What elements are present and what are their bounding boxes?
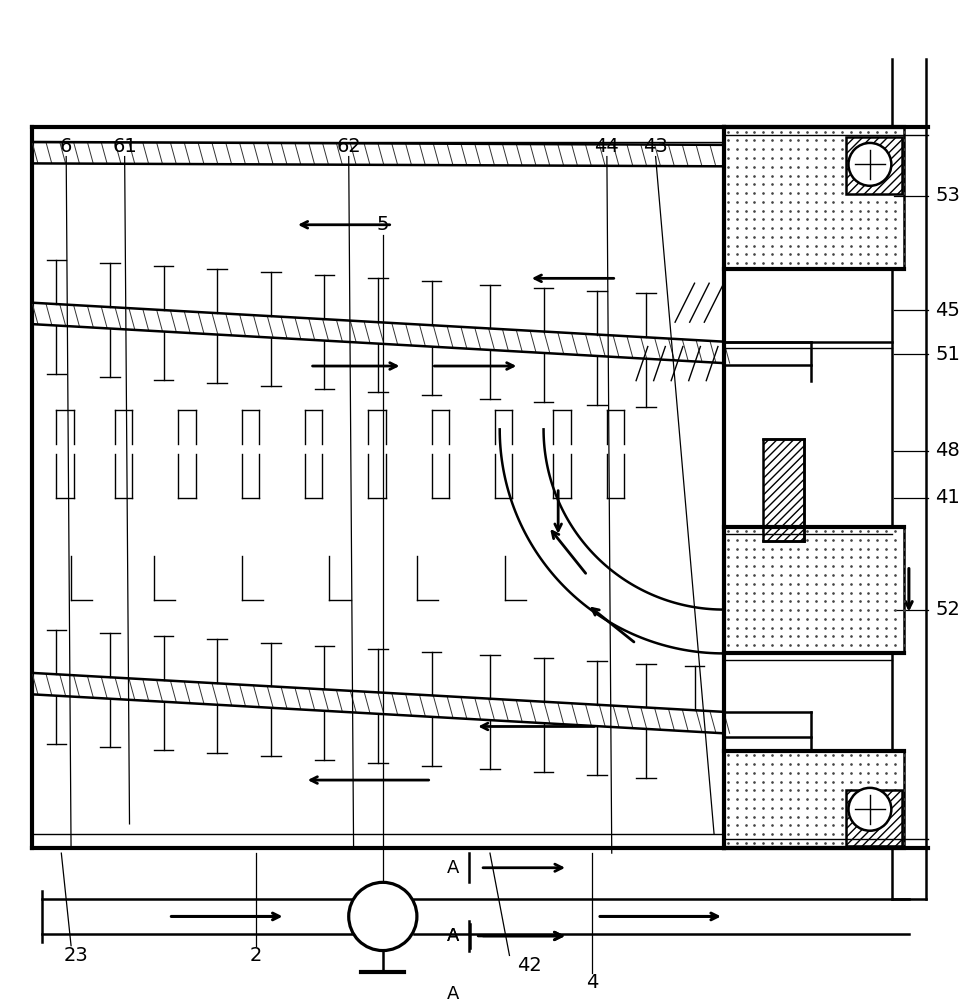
Text: 42: 42 — [516, 956, 540, 975]
Text: 5: 5 — [376, 215, 389, 234]
Text: 48: 48 — [935, 441, 959, 460]
Bar — [845, 137, 901, 194]
Bar — [845, 790, 901, 846]
Text: 51: 51 — [934, 345, 959, 364]
Text: A: A — [446, 985, 458, 1000]
Circle shape — [349, 882, 416, 951]
Text: 52: 52 — [934, 600, 959, 619]
Text: 53: 53 — [934, 186, 959, 205]
Text: 45: 45 — [934, 301, 959, 320]
Text: A: A — [446, 927, 458, 945]
Text: 43: 43 — [643, 137, 667, 156]
Text: 62: 62 — [336, 137, 361, 156]
Circle shape — [848, 788, 890, 831]
Circle shape — [848, 143, 890, 186]
Bar — [723, 127, 903, 269]
Bar — [723, 527, 903, 653]
Text: A: A — [446, 927, 458, 945]
Text: 23: 23 — [64, 946, 88, 965]
Text: 41: 41 — [935, 488, 959, 507]
Text: A: A — [446, 859, 458, 877]
Text: 2: 2 — [250, 946, 262, 965]
Text: 61: 61 — [112, 137, 137, 156]
Bar — [762, 439, 803, 541]
Text: 4: 4 — [585, 973, 598, 992]
Text: 44: 44 — [594, 137, 618, 156]
Text: 6: 6 — [60, 137, 72, 156]
Bar — [723, 751, 903, 848]
